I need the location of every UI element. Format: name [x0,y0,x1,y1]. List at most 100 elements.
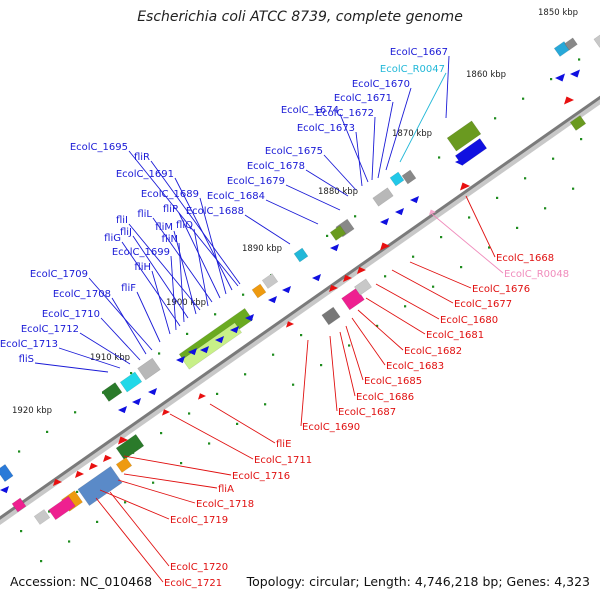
forward-leader-line [136,291,161,343]
reverse-leader-line [117,479,196,504]
forward-gene-label[interactable]: fliQ [176,220,193,231]
forward-leader-line [445,55,450,119]
forward-leader-line [199,197,227,295]
reverse-leader-line [169,413,254,460]
forward-gene-block [564,37,578,51]
forward-gene-label[interactable]: fliJ [120,227,132,238]
forward-gene-label[interactable]: EcolC_1689 [141,189,199,200]
reverse-gene-label[interactable]: fliE [276,439,291,450]
forward-gene-label[interactable]: EcolC_1709 [30,269,88,280]
forward-leader-line [128,150,239,287]
forward-gene-label[interactable]: EcolC_1691 [116,169,174,180]
reverse-gene-arrow [564,96,574,105]
tick-dot [244,373,247,376]
forward-gene-block [0,464,14,482]
reverse-gene-label[interactable]: EcolC_R0048 [504,269,569,280]
forward-gene-block [372,187,394,207]
forward-gene-label[interactable]: EcolC_1695 [70,142,128,153]
scale-label: 1870 kbp [392,129,432,139]
forward-gene-label[interactable]: fliP [163,204,178,215]
forward-gene-label[interactable]: fliI [116,215,128,226]
forward-gene-label[interactable]: fliN [161,234,178,245]
tick-dot [348,344,351,347]
tick-dot [40,560,43,563]
forward-gene-label[interactable]: EcolC_1688 [186,206,244,217]
forward-gene-label[interactable]: fliG [104,233,121,244]
reverse-gene-label[interactable]: EcolC_1719 [170,515,228,526]
reverse-gene-label[interactable]: EcolC_1711 [254,455,312,466]
reverse-leader-line [123,473,218,489]
forward-gene-label[interactable]: EcolC_1670 [352,79,410,90]
forward-gene-label[interactable]: EcolC_1712 [21,324,79,335]
tick-dot [404,305,407,308]
reverse-gene-arrow [162,409,170,416]
reverse-gene-label[interactable]: EcolC_1720 [170,562,228,573]
scale-label: 1890 kbp [242,244,282,254]
forward-gene-label[interactable]: EcolC_1708 [53,289,111,300]
tick-dot [186,332,189,335]
forward-gene-label[interactable]: fliS [19,354,34,365]
reverse-gene-label[interactable]: EcolC_1718 [196,499,254,510]
tick-dot [376,324,379,327]
reverse-gene-arrow [53,478,62,487]
backbone-line [0,95,600,520]
forward-gene-arrow [282,285,291,294]
tick-dot [20,530,23,533]
forward-gene-label[interactable]: EcolC_1672 [316,108,374,119]
forward-gene-block [119,371,143,393]
reverse-gene-label[interactable]: EcolC_1721 [164,578,222,589]
forward-gene-label[interactable]: EcolC_1699 [112,247,170,258]
reverse-gene-label[interactable]: EcolC_1716 [232,471,290,482]
forward-gene-arrow [148,387,157,396]
forward-gene-label[interactable]: fliF [121,283,136,294]
forward-gene-arrow [230,325,239,334]
reverse-leader-line [300,339,309,427]
forward-gene-label[interactable]: fliH [134,262,151,273]
forward-gene-label[interactable]: EcolC_1713 [0,339,58,350]
reverse-gene-label[interactable]: EcolC_1686 [356,392,414,403]
reverse-gene-label[interactable]: EcolC_1682 [404,346,462,357]
forward-gene-label[interactable]: EcolC_1684 [207,191,265,202]
scale-label: 1910 kbp [90,353,130,363]
forward-gene-label[interactable]: EcolC_1710 [42,309,100,320]
reverse-gene-label[interactable]: fliA [218,484,234,495]
reverse-gene-label[interactable]: EcolC_1681 [426,330,484,341]
reverse-gene-label[interactable]: EcolC_1676 [472,284,530,295]
forward-gene-label[interactable]: EcolC_1671 [334,93,392,104]
reverse-gene-label[interactable]: EcolC_1687 [338,407,396,418]
reverse-gene-label[interactable]: EcolC_1685 [364,376,422,387]
reverse-gene-label[interactable]: EcolC_1677 [454,299,512,310]
forward-leader-line [151,270,171,335]
reverse-leader-line [351,317,386,366]
scale-label: 1880 kbp [318,187,358,197]
forward-gene-label[interactable]: EcolC_1678 [247,161,305,172]
forward-leader-line [152,217,213,303]
tick-dot [488,246,491,249]
tick-dot [300,334,303,337]
forward-gene-label[interactable]: EcolC_R0047 [380,64,445,75]
forward-gene-block [261,273,279,289]
forward-gene-label[interactable]: fliM [155,222,173,233]
forward-gene-label[interactable]: EcolC_1674 [281,105,339,116]
forward-leader-line [178,212,221,299]
reverse-leader-line [465,195,496,258]
reverse-gene-label[interactable]: EcolC_1690 [302,422,360,433]
forward-gene-label[interactable]: fliL [137,209,152,220]
tick-dot [544,207,547,210]
forward-gene-block [251,283,267,299]
forward-gene-label[interactable]: EcolC_1679 [227,176,285,187]
reverse-gene-label[interactable]: EcolC_1683 [386,361,444,372]
forward-gene-label[interactable]: EcolC_1667 [390,47,448,58]
forward-gene-arrow [395,207,404,216]
forward-gene-label[interactable]: fliR [134,152,150,163]
reverse-gene-label[interactable]: EcolC_1680 [440,315,498,326]
reverse-gene-label[interactable]: EcolC_1668 [496,253,554,264]
forward-gene-label[interactable]: EcolC_1675 [265,146,323,157]
forward-gene-arrow [312,273,321,282]
tick-dot [18,450,21,453]
reverse-gene-block [593,34,600,48]
tick-dot [180,462,183,465]
forward-gene-label[interactable]: EcolC_1673 [297,123,355,134]
tick-dot [130,372,133,375]
scale-labels: 1850 kbp 1860 kbp 1870 kbp 1880 kbp 1890 kbp… [12,8,578,416]
